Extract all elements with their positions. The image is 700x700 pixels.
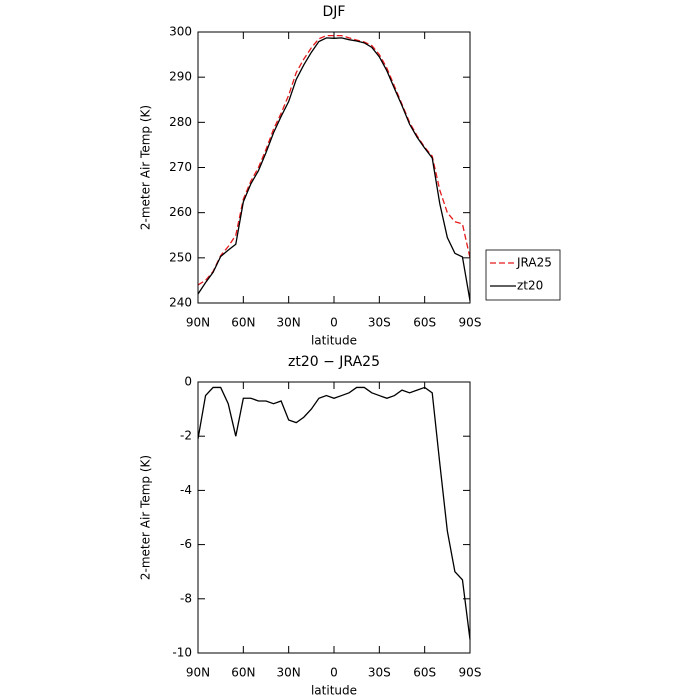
legend-label: JRA25 bbox=[516, 256, 552, 270]
y-tick-label: 280 bbox=[169, 115, 192, 129]
x-tick-label: 60S bbox=[413, 666, 436, 680]
series-line bbox=[197, 386, 471, 640]
plot-frame bbox=[197, 381, 471, 654]
y-tick-label: 290 bbox=[169, 70, 192, 84]
panel-title: zt20 − JRA25 bbox=[288, 354, 380, 370]
x-tick-label: 90S bbox=[459, 316, 482, 330]
x-tick-label: 30N bbox=[277, 666, 301, 680]
y-tick-label: -10 bbox=[172, 646, 192, 660]
y-tick-label: -6 bbox=[180, 537, 192, 551]
y-tick-label: 300 bbox=[169, 25, 192, 39]
x-tick-label: 30S bbox=[368, 316, 391, 330]
series-line bbox=[197, 37, 471, 301]
y-tick-label: 260 bbox=[169, 205, 192, 219]
y-tick-label: 240 bbox=[169, 296, 192, 310]
y-axis-label: 2-meter Air Temp (K) bbox=[139, 105, 153, 230]
x-tick-label: 0 bbox=[330, 316, 338, 330]
x-tick-label: 30S bbox=[368, 666, 391, 680]
x-tick-label: 90N bbox=[186, 316, 210, 330]
panel-title: DJF bbox=[323, 4, 346, 20]
x-tick-label: 30N bbox=[277, 316, 301, 330]
x-tick-label: 60N bbox=[231, 316, 255, 330]
y-tick-label: 0 bbox=[184, 375, 192, 389]
y-tick-label: -4 bbox=[180, 483, 192, 497]
x-tick-label: 90S bbox=[459, 666, 482, 680]
series-line bbox=[197, 34, 471, 286]
x-tick-label: 0 bbox=[330, 666, 338, 680]
x-tick-label: 60S bbox=[413, 316, 436, 330]
y-tick-label: -8 bbox=[180, 591, 192, 605]
x-tick-label: 60N bbox=[231, 666, 255, 680]
y-tick-label: 250 bbox=[169, 250, 192, 264]
x-axis-label: latitude bbox=[311, 334, 357, 348]
y-axis-label: 2-meter Air Temp (K) bbox=[139, 455, 153, 580]
y-tick-label: 270 bbox=[169, 160, 192, 174]
legend-box bbox=[485, 249, 561, 301]
plot-frame bbox=[197, 31, 471, 304]
y-tick-label: -2 bbox=[180, 429, 192, 443]
x-tick-label: 90N bbox=[186, 666, 210, 680]
x-axis-label: latitude bbox=[311, 684, 357, 698]
legend-label: zt20 bbox=[517, 279, 543, 293]
